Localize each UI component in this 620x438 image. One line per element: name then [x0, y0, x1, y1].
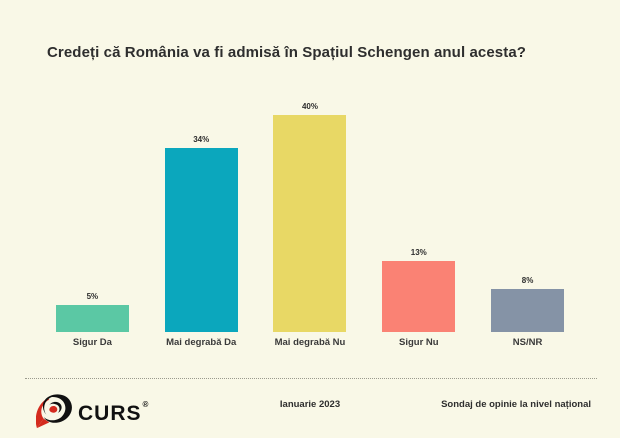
curs-logo-icon — [35, 391, 74, 436]
bar — [55, 305, 129, 332]
bar-category-label: Mai degrabă Nu — [274, 337, 346, 348]
bar-value-label: 34% — [193, 135, 210, 144]
bar-group: 5% Sigur Da — [38, 95, 147, 349]
bar-category-label: Sigur Nu — [398, 337, 439, 348]
bar — [491, 289, 565, 332]
bar — [273, 115, 347, 332]
bar-group: 34% Mai degrabă Da — [147, 95, 256, 349]
chart-title: Credeți că România va fi admisă în Spați… — [47, 44, 527, 61]
footer-date: Ianuarie 2023 — [279, 399, 341, 410]
registered-trademark-icon: ® — [142, 400, 149, 409]
bar-value-label: 5% — [86, 292, 99, 301]
bar-chart: 5% Sigur Da 34% Mai degrabă Da 40% Mai degrab… — [38, 95, 582, 349]
footer-divider — [25, 378, 597, 379]
curs-logo-text: CURS — [78, 401, 142, 425]
bar — [382, 261, 456, 332]
curs-logo: CURS ® — [35, 391, 149, 436]
bar-value-label: 8% — [521, 276, 534, 285]
bar-group: 13% Sigur Nu — [364, 95, 473, 349]
bar-category-label: Mai degrabă Da — [166, 337, 237, 348]
footer-note: Sondaj de opinie la nivel național — [441, 399, 591, 410]
bar-value-label: 40% — [301, 102, 318, 111]
bar-group: 8% NS/NR — [473, 95, 582, 349]
bar-value-label: 13% — [410, 248, 427, 257]
bar-group: 40% Mai degrabă Nu — [256, 95, 365, 349]
bar-category-label: NS/NR — [512, 337, 543, 348]
bar-category-label: Sigur Da — [72, 337, 112, 348]
bar — [164, 148, 238, 332]
